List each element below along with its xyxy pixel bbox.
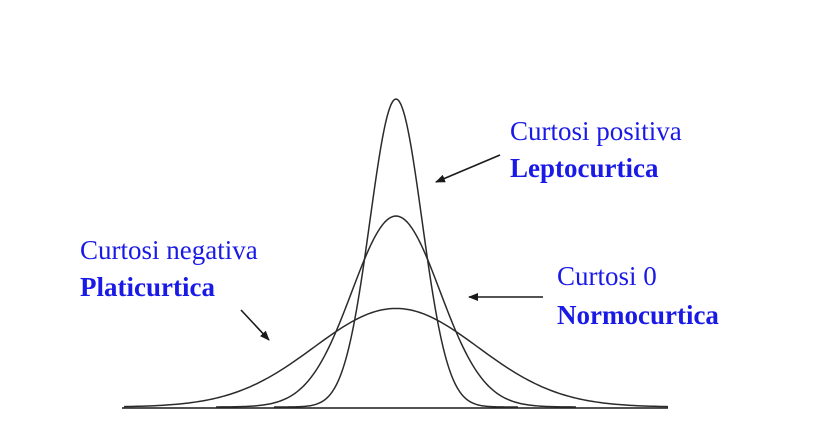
mesokurtic-label-line2: Normocurtica: [557, 300, 719, 330]
mesokurtic-label: Curtosi 0 Normocurtica: [557, 261, 719, 330]
leptokurtic-label-line1: Curtosi positiva: [510, 116, 682, 146]
platykurtic-label-line1: Curtosi negativa: [80, 235, 258, 265]
platykurtic-arrow: [240, 309, 270, 341]
platykurtic-label-line2: Platicurtica: [80, 272, 215, 302]
leptokurtic-label-line2: Leptocurtica: [510, 153, 659, 183]
leptokurtic-label: Curtosi positiva Leptocurtica: [510, 116, 682, 183]
mesokurtic-label-line1: Curtosi 0: [557, 261, 657, 291]
platykurtic-label: Curtosi negativa Platicurtica: [80, 235, 258, 302]
platykurtic-curve: [123, 307, 669, 408]
leptokurtic-curve: [274, 98, 518, 408]
leptokurtic-arrow: [435, 154, 501, 183]
mesokurtic-curve: [215, 215, 577, 408]
